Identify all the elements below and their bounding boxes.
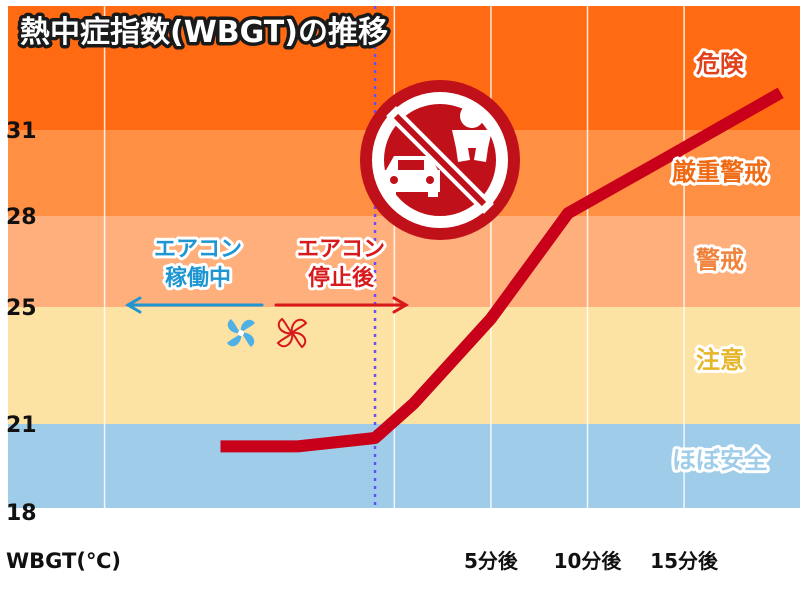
y-tick-label: 28	[6, 205, 37, 230]
risk-zones	[8, 6, 800, 508]
chart-title: 熱中症指数(WBGT)の推移	[20, 15, 388, 50]
left-arrow-icon	[125, 296, 264, 314]
x-tick-labels: 5分後 10分後 15分後	[464, 549, 719, 573]
fan-off-icon	[276, 317, 308, 349]
wbgt-line-series	[220, 87, 784, 453]
zone-label: 注意	[696, 346, 744, 374]
zone-label: 警戒	[695, 246, 744, 274]
car-icon	[384, 156, 440, 197]
x-tick-label: 15分後	[650, 549, 719, 573]
x-axis-unit-label: WBGT(℃)	[6, 549, 121, 573]
annotation-before-line1: エアコン	[154, 237, 242, 262]
zone-labels: ほぼ安全 注意 警戒 厳重警戒 危険	[669, 47, 772, 477]
zone-band	[8, 424, 800, 508]
zone-label: 厳重警戒	[672, 158, 768, 186]
annotation-before-line2: 稼働中	[165, 265, 231, 291]
y-tick-label: 18	[6, 501, 37, 526]
annotation-after-line1: エアコン	[297, 237, 385, 262]
x-tick-label: 5分後	[464, 549, 519, 573]
y-tick-label: 31	[6, 119, 37, 144]
y-tick-label: 25	[6, 296, 37, 321]
no-child-left-in-car-icon	[360, 80, 520, 240]
y-tick-labels: 18 21 25 28 31	[6, 119, 37, 526]
annotation-aircon-stopped: エアコン 停止後	[274, 234, 409, 349]
zone-label: 危険	[696, 50, 745, 78]
child-icon	[452, 104, 492, 162]
right-arrow-icon	[274, 296, 409, 314]
series-line	[220, 87, 784, 453]
y-tick-label: 21	[6, 413, 37, 438]
annotation-aircon-running: エアコン 稼働中	[125, 234, 264, 347]
zone-label: ほぼ安全	[672, 446, 769, 474]
fan-icon	[227, 319, 255, 347]
x-tick-label: 10分後	[554, 549, 623, 573]
annotation-after-line2: 停止後	[308, 265, 375, 291]
